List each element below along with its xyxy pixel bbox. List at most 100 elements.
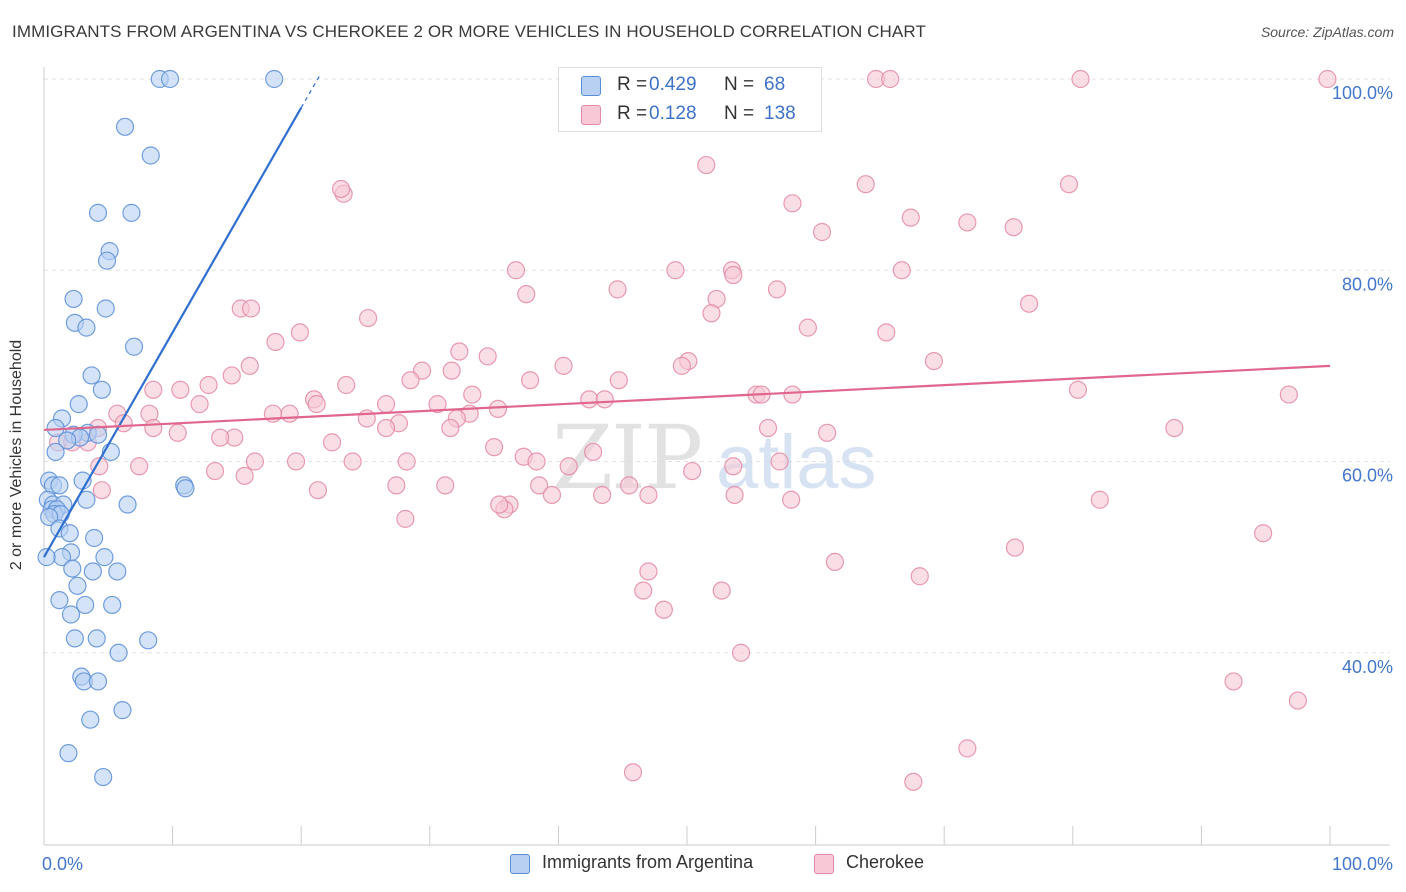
cherokee-point	[725, 485, 744, 505]
legend-n-label: N =	[724, 103, 755, 124]
argentina-point	[59, 744, 78, 763]
cherokee-point	[712, 581, 731, 600]
cherokee-point	[428, 395, 447, 414]
legend-r-value: 0.128	[649, 103, 697, 124]
cherokee-point	[634, 581, 653, 600]
cherokee-point	[783, 194, 802, 213]
cherokee-point	[958, 213, 977, 232]
argentina-point	[60, 524, 79, 543]
cherokee-point	[387, 476, 406, 495]
chart-title: IMMIGRANTS FROM ARGENTINA VS CHEROKEE 2 …	[12, 22, 926, 41]
legend-swatch-pink	[814, 854, 834, 874]
cherokee-point	[609, 371, 628, 390]
watermark-atlas: atlas	[716, 420, 877, 505]
cherokee-point	[818, 423, 837, 442]
legend-swatch-blue	[581, 76, 601, 96]
cherokee-point	[199, 375, 218, 395]
watermark: ZIP atlas	[552, 406, 877, 509]
cherokee-point	[322, 433, 342, 452]
cherokee-point	[222, 366, 241, 385]
legend-r-label: R =	[617, 74, 648, 95]
cherokee-point	[90, 457, 109, 476]
legend-swatch-blue	[510, 854, 530, 874]
cherokee-point	[1019, 294, 1039, 313]
legend-n-value: 68	[764, 74, 786, 95]
argentina-point	[50, 591, 69, 610]
cherokee-point	[856, 175, 875, 194]
cherokee-point	[1068, 380, 1088, 399]
source-label: Source: ZipAtlas.com	[1260, 24, 1394, 40]
cherokee-point	[958, 739, 977, 758]
cherokee-point	[783, 385, 802, 404]
argentina-point	[83, 562, 102, 581]
y-tick-label: 60.0%	[1342, 466, 1393, 486]
legend-label-cherokee: Cherokee	[846, 852, 925, 872]
cherokee-point	[639, 485, 658, 505]
cherokee-point	[290, 323, 310, 342]
cherokee-point	[211, 428, 230, 447]
x-tick-label: 0.0%	[42, 854, 83, 874]
argentina-point	[176, 479, 195, 498]
argentina-point	[58, 431, 77, 450]
cherokee-point	[485, 438, 504, 457]
argentina-point	[103, 595, 122, 615]
cherokee-point	[436, 476, 455, 495]
cherokee-point	[782, 490, 801, 509]
cherokee-point	[595, 390, 614, 409]
legend-r-value: 0.429	[649, 74, 697, 95]
cherokee-point	[488, 399, 508, 419]
cherokee-point	[608, 280, 627, 299]
cherokee-point	[542, 485, 562, 505]
cherokee-point	[724, 265, 743, 285]
cherokee-point	[580, 390, 599, 409]
argentina-point	[113, 701, 132, 720]
cherokee-point	[245, 452, 265, 471]
legend-row-cherokee: R = 0.128 N = 138	[559, 101, 821, 129]
cherokee-point	[376, 395, 396, 414]
argentina-point	[82, 366, 101, 385]
cherokee-point	[702, 304, 721, 323]
trend-lines	[43, 73, 1331, 558]
legend-n-value: 138	[764, 103, 796, 124]
cherokee-point	[593, 485, 612, 505]
argentina-point	[40, 507, 59, 527]
cherokee-point	[478, 347, 497, 366]
cherokee-point	[904, 772, 923, 791]
argentina-point	[265, 69, 284, 89]
cherokee-point	[307, 395, 326, 414]
argentina-point	[81, 710, 100, 729]
argentina-point	[65, 629, 84, 648]
cherokee-point	[1004, 218, 1023, 237]
cherokee-point	[654, 600, 673, 619]
argentina-point	[88, 425, 108, 444]
argentina-point	[122, 203, 141, 222]
cherokee-point	[490, 495, 509, 514]
argentina-point	[88, 672, 108, 691]
cherokee-point	[92, 481, 111, 500]
axes	[43, 67, 1390, 846]
cherokee-point	[114, 414, 133, 433]
argentina-point	[92, 380, 111, 399]
cherokee-point	[168, 423, 187, 442]
cherokee-point	[639, 562, 658, 581]
argentina-point	[109, 643, 128, 662]
cherokee-point	[521, 371, 540, 390]
argentina-point	[77, 318, 96, 337]
cherokee-point	[506, 261, 526, 280]
argentina-point	[87, 629, 106, 648]
cherokee-point	[171, 380, 190, 399]
cherokee-point	[666, 261, 685, 280]
cherokee-point	[798, 318, 817, 337]
cherokee-point	[144, 380, 163, 399]
cherokee-point	[130, 457, 149, 476]
cherokee-point	[1165, 418, 1184, 438]
cherokee-point	[901, 208, 920, 227]
argentina-point	[97, 251, 117, 270]
cherokee-point	[683, 461, 702, 481]
argentina-point	[96, 299, 115, 318]
cherokee-point	[892, 261, 911, 280]
cherokee-point	[358, 308, 378, 328]
argentina-point	[124, 337, 144, 356]
argentina-trend-extension	[300, 73, 322, 108]
